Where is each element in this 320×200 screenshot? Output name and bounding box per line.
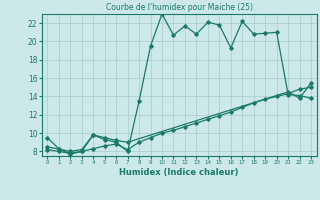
X-axis label: Humidex (Indice chaleur): Humidex (Indice chaleur) bbox=[119, 168, 239, 177]
Title: Courbe de l'humidex pour Maiche (25): Courbe de l'humidex pour Maiche (25) bbox=[106, 3, 253, 12]
